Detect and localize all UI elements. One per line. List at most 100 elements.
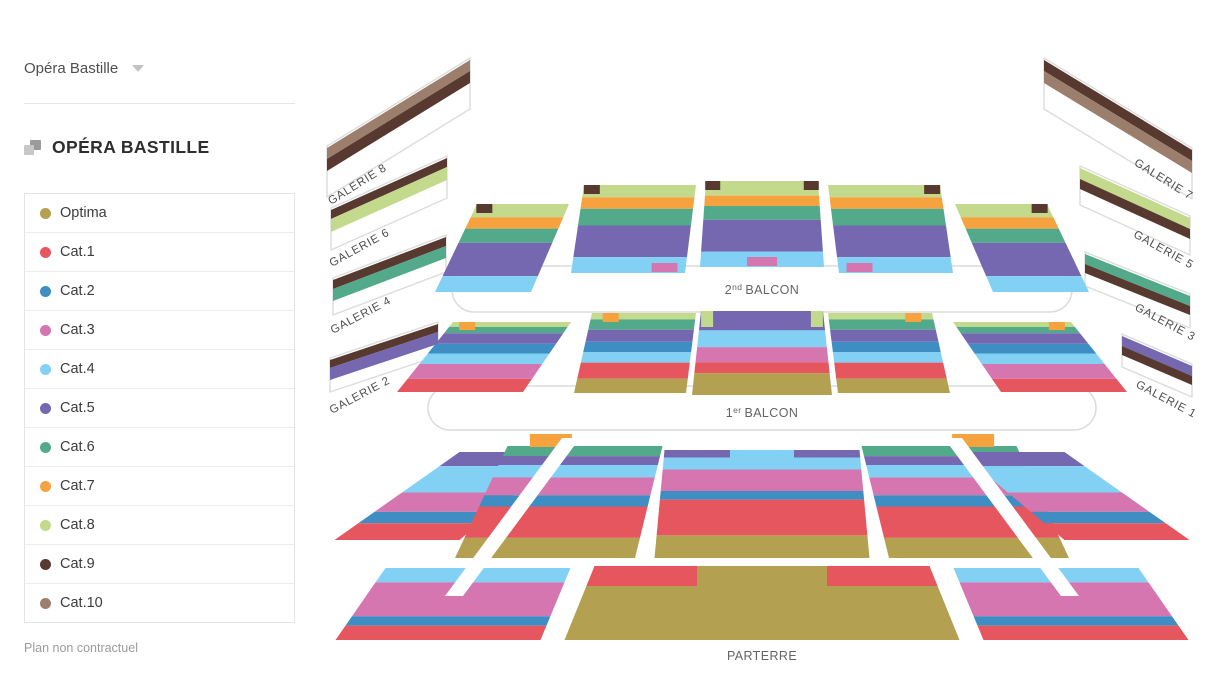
category-label: Cat.5 xyxy=(60,400,95,416)
parterre-back-center-band-cat2 xyxy=(659,491,865,500)
balcon2-right-mark-cat3 xyxy=(846,263,873,272)
balcon1-right-band-optima xyxy=(836,378,950,393)
balcon2-right-band-cat8 xyxy=(828,185,942,198)
legend-item-cat1[interactable]: Cat.1 xyxy=(25,233,294,272)
galerie-4-stripe xyxy=(333,237,446,289)
legend-item-cat2[interactable]: Cat.2 xyxy=(25,272,294,311)
parterre-front-right-band-cat3 xyxy=(959,582,1172,617)
galerie-1[interactable] xyxy=(1121,333,1193,398)
balcon2-right-outer-band-cat8 xyxy=(955,204,1054,218)
parterre-back-left-outer-band-cat1 xyxy=(334,523,480,540)
category-label: Cat.7 xyxy=(60,478,95,494)
galerie-5[interactable] xyxy=(1079,165,1191,256)
galerie-6[interactable] xyxy=(330,155,448,251)
category-color-dot xyxy=(40,402,51,414)
balcon1-left-band-cat1 xyxy=(577,362,690,379)
balcon1-center-band-optima xyxy=(692,373,832,395)
seating-plan-icon xyxy=(24,140,41,155)
balcon1-right-outer[interactable] xyxy=(953,322,1127,392)
balcon1-left-band-optima xyxy=(574,378,688,393)
galerie-3-stripe xyxy=(1085,264,1190,315)
galerie-8[interactable] xyxy=(326,57,471,198)
category-color-dot xyxy=(40,519,51,531)
parterre-front-left-band-cat3 xyxy=(352,582,565,617)
balcon2-left-outer[interactable] xyxy=(435,204,569,292)
balcon2-center-band-cat5 xyxy=(701,219,823,252)
balcon1-center[interactable] xyxy=(692,311,832,395)
legend-item-cat10[interactable]: Cat.10 xyxy=(25,584,294,622)
parterre-back-right-outer[interactable] xyxy=(959,452,1190,540)
balcon2-right-outer[interactable] xyxy=(955,204,1089,292)
parterre-front-center[interactable] xyxy=(564,566,960,640)
balcon1-right-outer-mark-cat7 xyxy=(1048,322,1065,330)
tier-label-balcon1: 1er BALCON xyxy=(726,405,799,420)
parterre-right-aisle xyxy=(944,438,1079,596)
galerie-6-stripe xyxy=(331,167,447,232)
galerie-6-stripe xyxy=(331,158,447,219)
tier-label-parterre: PARTERRE xyxy=(727,649,797,663)
balcon1-left-mark-cat7 xyxy=(602,313,619,322)
legend-item-optima[interactable]: Optima xyxy=(25,194,294,233)
balcon1-left-band-cat2 xyxy=(583,341,693,353)
balcon1-left-outer-band-cat5 xyxy=(435,333,564,344)
balcon2-left-outer-mark-cat9 xyxy=(476,204,493,213)
galerie-2-stripe xyxy=(330,324,438,368)
category-label: Cat.3 xyxy=(60,322,95,338)
parterre-back-right-outer-band-cat1 xyxy=(1044,523,1190,540)
balcon1-right-outer-band-cat5 xyxy=(960,333,1089,344)
balcon1-right-band-cat1 xyxy=(834,362,947,379)
balcon2-left[interactable] xyxy=(571,185,696,273)
legend-item-cat6[interactable]: Cat.6 xyxy=(25,428,294,467)
legend-item-cat4[interactable]: Cat.4 xyxy=(25,350,294,389)
galerie-2[interactable] xyxy=(329,321,439,393)
parterre-left-aisle xyxy=(445,438,580,596)
balcon1-center-mark-cat8 xyxy=(701,311,714,327)
balcon2-center-band-cat8 xyxy=(704,181,820,196)
balcon2-right-band-cat7 xyxy=(829,197,944,209)
balcon2-right-band-cat6 xyxy=(830,208,946,226)
parterre-back-left-band-cat5 xyxy=(498,456,661,466)
legend-item-cat7[interactable]: Cat.7 xyxy=(25,467,294,506)
balcon2-center[interactable] xyxy=(700,181,824,267)
parterre-back-left-band-cat2 xyxy=(479,495,651,507)
legend-item-cat9[interactable]: Cat.9 xyxy=(25,545,294,584)
venue-select[interactable]: Opéra Bastille xyxy=(24,60,145,77)
galerie-7[interactable] xyxy=(1043,57,1193,200)
parterre-back-right-outer-band-cat3 xyxy=(1007,492,1150,512)
parterre-back-left-outer-band-cat2 xyxy=(358,511,494,524)
category-label: Cat.2 xyxy=(60,283,95,299)
balcon2-left-outer-band-cat4 xyxy=(435,276,538,292)
galerie-8-stripe xyxy=(327,71,470,171)
balcon1-left-outer-mark-cat7 xyxy=(459,322,476,330)
category-color-dot xyxy=(40,597,51,609)
category-color-dot xyxy=(40,324,51,336)
parterre-back-left-band-cat4 xyxy=(492,465,658,478)
balcon1-right[interactable] xyxy=(828,313,950,393)
category-label: Optima xyxy=(60,205,107,221)
balcon2-left-band-cat7 xyxy=(580,197,695,209)
disclaimer-text: Plan non contractuel xyxy=(24,641,138,655)
balcon1-center-band-cat5 xyxy=(698,311,826,331)
parterre-back-center[interactable] xyxy=(654,450,870,558)
balcon1-right-mark-cat7 xyxy=(905,313,922,322)
legend-item-cat8[interactable]: Cat.8 xyxy=(25,506,294,545)
parterre-front-left[interactable] xyxy=(335,568,571,640)
parterre-front-right[interactable] xyxy=(953,568,1189,640)
galerie-3[interactable] xyxy=(1084,251,1191,329)
balcon2-center-mark-cat9 xyxy=(705,181,721,190)
balcon1-right-outer-band-cat1 xyxy=(991,378,1127,392)
balcon1-left-outer[interactable] xyxy=(397,322,571,392)
balcon1-left[interactable] xyxy=(574,313,696,393)
balcon2-right-band-cat5 xyxy=(833,225,951,258)
balcon2-right[interactable] xyxy=(828,185,953,273)
galerie-5-stripe xyxy=(1080,179,1190,239)
balcon1-left-outer-band-cat8 xyxy=(449,322,571,327)
galerie-2-stripe xyxy=(330,332,438,380)
legend-item-cat3[interactable]: Cat.3 xyxy=(25,311,294,350)
parterre-back-center-band-optima xyxy=(654,535,870,558)
balcon2-right-outer-band-cat7 xyxy=(960,217,1059,229)
venue-title: OPÉRA BASTILLE xyxy=(52,137,210,157)
category-color-dot xyxy=(40,285,51,297)
galerie-4[interactable] xyxy=(332,234,447,316)
legend-item-cat5[interactable]: Cat.5 xyxy=(25,389,294,428)
